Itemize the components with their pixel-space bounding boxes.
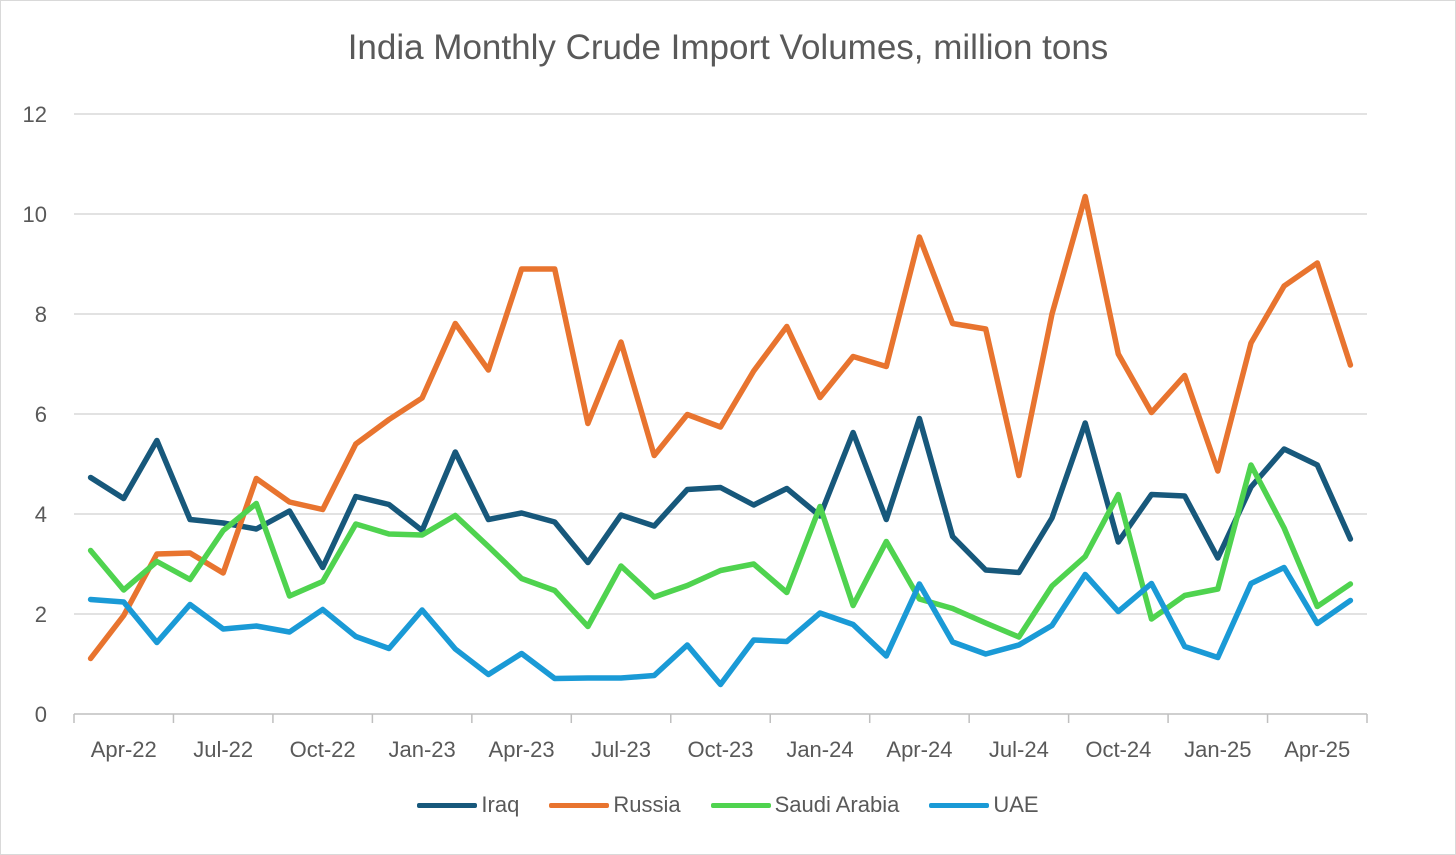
y-axis-ticks: 0 2 4 6 8 10 12 (23, 102, 47, 727)
x-tick-label: Jan-23 (388, 737, 455, 762)
legend-item-iraq: Iraq (417, 792, 519, 818)
x-tick-label: Jul-22 (193, 737, 253, 762)
x-tick-label: Oct-24 (1085, 737, 1151, 762)
y-tick-label: 12 (23, 102, 47, 127)
y-tick-label: 6 (35, 402, 47, 427)
x-tick-label: Oct-22 (290, 737, 356, 762)
y-tick-label: 0 (35, 702, 47, 727)
x-tick-label: Apr-25 (1284, 737, 1350, 762)
legend-swatch (710, 802, 771, 808)
legend-swatch (929, 802, 990, 808)
series-line-saudi-arabia (87, 462, 1354, 640)
y-tick-label: 10 (23, 202, 47, 227)
legend-label: UAE (993, 792, 1039, 817)
series-line-iraq (87, 415, 1354, 576)
x-tick-label: Jul-24 (989, 737, 1049, 762)
x-tick-label: Jul-23 (591, 737, 651, 762)
x-tick-label: Apr-24 (886, 737, 952, 762)
legend-swatch (549, 802, 610, 808)
legend-label: Saudi Arabia (774, 792, 900, 817)
y-tick-label: 2 (35, 602, 47, 627)
legend-swatch (417, 802, 478, 808)
x-tick-label: Oct-23 (687, 737, 753, 762)
x-tick-label: Jan-25 (1184, 737, 1251, 762)
legend-item-uae: UAE (929, 792, 1039, 818)
y-tick-label: 8 (35, 302, 47, 327)
legend-label: Russia (613, 792, 681, 817)
legend-label: Iraq (481, 792, 520, 817)
x-tick-label: Jan-24 (786, 737, 853, 762)
legend-item-saudi-arabia: Saudi Arabia (710, 792, 900, 818)
series-line-uae (87, 564, 1354, 688)
x-axis: Apr-22 Jul-22 Oct-22 Jan-23 Apr-23 Jul-23 Oct-… (73, 713, 1368, 762)
legend-item-russia: Russia (549, 792, 681, 818)
x-tick-label: Apr-23 (489, 737, 555, 762)
chart-title: India Monthly Crude Import Volumes, mill… (347, 28, 1109, 67)
x-tick-label: Apr-22 (91, 737, 157, 762)
legend: Iraq Russia Saudi Arabia UAE (0, 792, 1456, 818)
series-lines (87, 193, 1354, 688)
series-line-russia (87, 193, 1354, 662)
y-tick-label: 4 (35, 502, 47, 527)
